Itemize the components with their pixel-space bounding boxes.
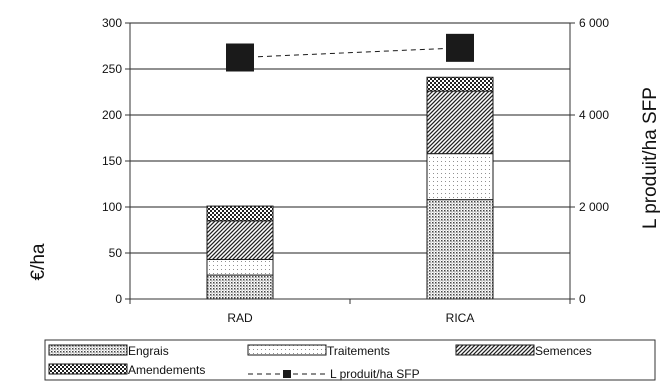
y-tick-label: 250 xyxy=(102,62,122,76)
legend-swatch xyxy=(455,344,535,356)
bar-segment xyxy=(426,153,494,201)
y2-tick-label: 2 000 xyxy=(579,200,609,214)
line-series xyxy=(226,33,474,72)
legend-label: Amendements xyxy=(128,363,205,377)
bar-segment xyxy=(426,90,494,155)
y-axis-title: €/ha xyxy=(28,243,49,280)
y2-tick-label: 4 000 xyxy=(579,108,609,122)
y-tick-label: 50 xyxy=(109,246,123,260)
y2-axis-title: L produit/ha SFP xyxy=(640,87,661,229)
bar-segment xyxy=(426,199,494,300)
y2-tick-label: 0 xyxy=(579,292,586,306)
y-tick-label: 200 xyxy=(102,108,122,122)
y-tick-label: 150 xyxy=(102,154,122,168)
bar-segment xyxy=(206,258,274,276)
y-left-ticks: 0 50 100 150 200 250 300 xyxy=(102,16,130,306)
bars xyxy=(206,76,494,300)
y-right-ticks: 0 2 000 4 000 6 000 xyxy=(570,16,609,306)
line-series-path xyxy=(239,47,461,58)
x-tick-label: RICA xyxy=(446,311,475,325)
bar-segment xyxy=(426,76,494,92)
legend-label: L produit/ha SFP xyxy=(330,367,420,381)
legend-label: Traitements xyxy=(327,344,390,358)
bar-segment xyxy=(206,274,274,300)
gridlines xyxy=(130,22,570,254)
legend-swatch xyxy=(247,344,327,356)
x-ticks: RAD RICA xyxy=(129,299,571,325)
bar-segment xyxy=(206,205,274,222)
legend-line-marker xyxy=(283,370,291,378)
y-tick-label: 100 xyxy=(102,200,122,214)
legend-label: Semences xyxy=(535,344,592,358)
line-marker xyxy=(446,33,474,62)
legend: Engrais Traitements Semences Amendements L p… xyxy=(44,339,656,381)
legend-label: Engrais xyxy=(128,344,169,358)
x-tick-label: RAD xyxy=(227,311,253,325)
bar-segment xyxy=(206,220,274,260)
y-tick-label: 300 xyxy=(102,16,122,30)
y2-tick-label: 6 000 xyxy=(579,16,609,30)
legend-swatch xyxy=(48,344,128,356)
line-marker xyxy=(226,43,254,72)
y-tick-label: 0 xyxy=(115,292,122,306)
legend-frame xyxy=(44,339,656,381)
legend-swatch xyxy=(48,363,128,375)
